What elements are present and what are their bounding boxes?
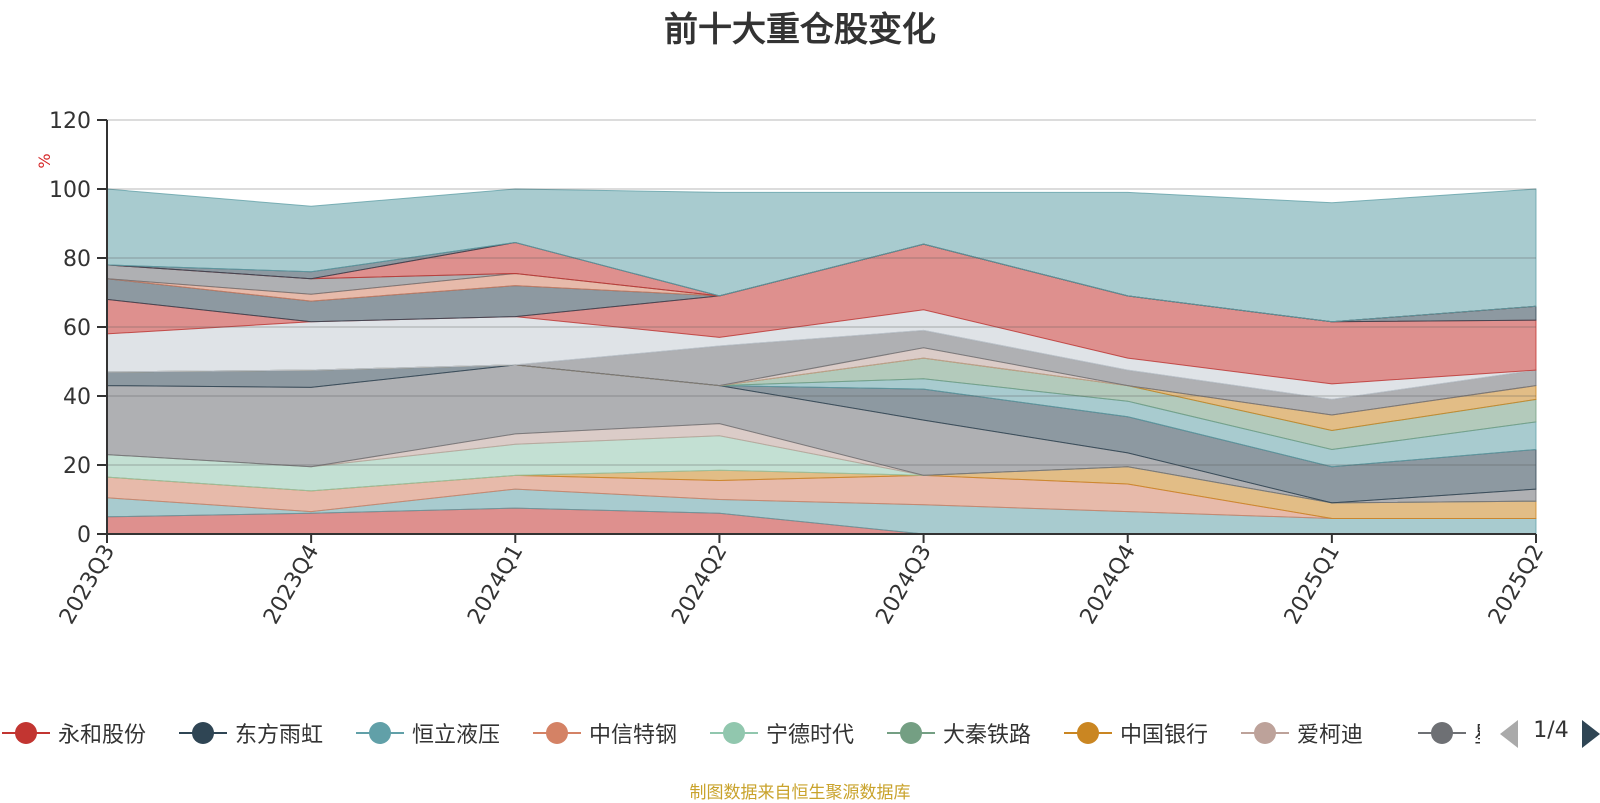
x-tick-label: 2024Q4 xyxy=(1076,541,1141,629)
legend-label: 大秦铁路 xyxy=(943,723,1032,748)
x-tick-label: 2025Q2 xyxy=(1484,541,1549,629)
legend-item[interactable]: 中国银行 xyxy=(1062,713,1208,753)
legend-page-indicator: 1/4 xyxy=(1533,718,1569,743)
legend-marker-icon xyxy=(1241,722,1289,744)
source-note: 制图数据来自恒生聚源数据库 xyxy=(689,783,911,803)
legend-prev-page-button[interactable] xyxy=(1500,720,1518,748)
legend-marker-icon xyxy=(887,722,935,744)
legend-marker-icon xyxy=(356,722,404,744)
y-tick-label: 20 xyxy=(63,454,91,479)
legend-label: 中信特钢 xyxy=(589,723,678,748)
legend-pager: 1/4 xyxy=(1500,718,1600,752)
legend-label: 恒立液压 xyxy=(412,723,501,748)
y-tick-label: 0 xyxy=(77,523,91,548)
chart-title: 前十大重仓股变化 xyxy=(664,10,936,50)
x-tick-label: 2025Q1 xyxy=(1280,541,1345,629)
legend-item[interactable]: 永和股份 xyxy=(0,713,146,753)
legend-label: 星宇 xyxy=(1474,717,1480,749)
x-tick-label: 2024Q2 xyxy=(667,541,732,629)
legend-item[interactable]: 宁德时代 xyxy=(708,713,854,753)
legend-marker-icon xyxy=(1064,722,1112,744)
y-tick-label: 60 xyxy=(63,316,91,341)
legend-label: 东方雨虹 xyxy=(235,723,324,748)
legend-label: 中国银行 xyxy=(1120,723,1209,748)
x-tick-label: 2024Q1 xyxy=(463,541,528,629)
legend: 永和股份 东方雨虹 恒立液压 中信特钢 宁德时代 大秦铁路 中国银行 爱柯迪 星宇 xyxy=(0,713,1480,753)
x-tick-label: 2023Q4 xyxy=(259,541,324,629)
y-tick-label: 100 xyxy=(49,178,91,203)
legend-item[interactable]: 恒立液压 xyxy=(354,713,500,753)
legend-item[interactable]: 星宇 xyxy=(1416,713,1480,753)
legend-item[interactable]: 大秦铁路 xyxy=(885,713,1031,753)
y-tick-label: 80 xyxy=(63,247,91,272)
legend-marker-icon xyxy=(1418,722,1466,744)
legend-label: 永和股份 xyxy=(58,723,147,748)
y-tick-label: 120 xyxy=(49,109,91,134)
legend-marker-icon xyxy=(179,722,227,744)
legend-marker-icon xyxy=(533,722,581,744)
legend-marker-icon xyxy=(2,722,50,744)
legend-item[interactable]: 爱柯迪 xyxy=(1239,713,1363,753)
legend-label: 爱柯迪 xyxy=(1297,723,1364,748)
legend-label: 宁德时代 xyxy=(766,723,855,748)
legend-next-page-button[interactable] xyxy=(1582,720,1600,748)
legend-item[interactable]: 东方雨虹 xyxy=(177,713,323,753)
area-series-group xyxy=(106,188,1537,535)
x-tick-label: 2023Q3 xyxy=(55,541,120,629)
x-tick-label: 2024Q3 xyxy=(871,541,936,629)
legend-item[interactable]: 中信特钢 xyxy=(531,713,677,753)
area-series-22 xyxy=(106,188,1537,323)
y-tick-label: 40 xyxy=(63,385,91,410)
chart-area: 0 20 40 60 80 100 120% 2023Q3 2023Q4 2024Q1 2024Q2… xyxy=(35,109,1549,629)
legend-marker-icon xyxy=(710,722,758,744)
y-axis-unit-label: % xyxy=(35,153,54,168)
